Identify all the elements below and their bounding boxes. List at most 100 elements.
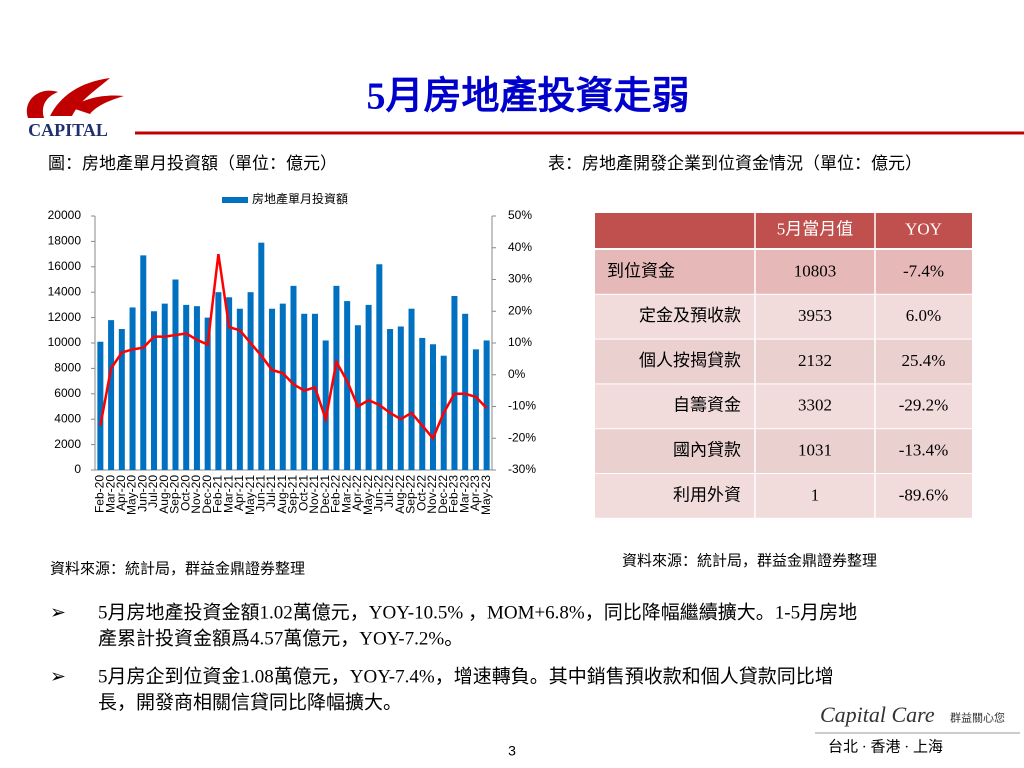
bullet-arrow: ➢ [50,666,66,687]
x-tick-label: Sep-21 [286,475,300,514]
x-tick-label: Sep-22 [404,475,418,514]
table-cell: 2132 [798,351,832,370]
x-tick-label: Oct-20 [178,475,192,511]
x-tick-label: Jun-20 [135,475,149,512]
bar [311,313,318,470]
x-tick-label: Jun-22 [372,475,386,512]
x-tick-label: Feb-20 [93,475,107,513]
bar [151,311,158,470]
y-tick-label: 10000 [48,335,82,349]
x-tick-label: May-20 [125,475,139,515]
bar [387,329,394,470]
row-bg [595,474,972,518]
x-tick-label: Nov-21 [307,475,321,514]
page-number: 3 [508,743,516,759]
bar [365,304,372,470]
bullet-arrow: ➢ [50,602,66,623]
row-label: 到位資金 [607,261,675,280]
table-cell: -13.4% [899,441,949,460]
y2-tick-label: -10% [508,399,536,413]
x-tick-label: Aug-21 [275,475,289,514]
header-bg [595,213,972,248]
x-tick-label: Nov-22 [425,475,439,514]
x-tick-label: Mar-20 [103,475,117,513]
x-tick-label: Aug-22 [393,475,407,514]
y-tick-label: 16000 [48,259,82,273]
bar [269,308,276,470]
bar [161,303,168,470]
y-tick-label: 2000 [54,437,81,451]
bar [193,306,200,470]
chart-caption: 圖：房地產單月投資額（單位：億元） [48,154,337,173]
x-tick-label: Apr-20 [114,475,128,511]
x-tick-label: Apr-23 [468,475,482,511]
table-cell: -29.2% [899,396,949,415]
bullet-text: 產累計投資金額爲4.57萬億元，YOY-7.2%。 [98,627,463,649]
bar [483,340,490,470]
table-cell: 3302 [798,396,832,415]
source: 資料來源：統計局，群益金鼎證券整理 [50,560,305,577]
x-tick-label: May-22 [361,475,375,515]
x-tick-label: Apr-21 [232,475,246,511]
header-cell: 5月當月值 [777,219,854,238]
table-cell: 3953 [798,306,832,325]
y-tick-label: 18000 [48,234,82,248]
y2-tick-label: 0% [508,367,526,381]
y-tick-label: 20000 [48,208,82,222]
x-tick-label: Feb-23 [447,475,461,513]
x-tick-label: Oct-21 [296,475,310,511]
row-label: 定金及預收款 [639,306,741,325]
slide-title: 5月房地產投資走弱 [366,75,689,118]
bar [462,313,469,470]
table-cell: 25.4% [902,351,946,370]
bar [279,303,286,470]
logo-text: CAPITAL [28,120,108,140]
bar [408,308,415,470]
x-tick-label: May-23 [479,475,493,515]
row-label: 自籌資金 [673,396,741,415]
x-tick-label: Mar-22 [339,475,353,513]
bar [247,292,254,470]
row-label: 利用外資 [673,485,741,504]
bar [290,285,297,470]
bar [376,264,383,470]
row-bg [595,339,972,384]
x-tick-label: Mar-21 [221,475,235,513]
row-label: 國內貸款 [673,441,741,460]
x-tick-label: Oct-22 [414,475,428,511]
table-cell: 1031 [798,441,832,460]
source: 資料來源：統計局，群益金鼎證券整理 [622,552,877,569]
x-tick-label: Aug-20 [157,475,171,514]
y2-tick-label: 30% [508,272,532,286]
x-tick-label: Jul-21 [264,475,278,508]
row-bg [595,294,972,339]
bar [451,296,458,470]
cities: 台北 · 香港 · 上海 [828,738,943,755]
y2-tick-label: 50% [508,208,532,222]
bar [108,320,115,470]
table-cell: 10803 [794,261,837,280]
x-tick-label: Dec-21 [318,475,332,514]
slogan: 群益關心您 [950,711,1005,725]
bar [236,308,243,470]
bullet-text: 5月房地產投資金額1.02萬億元，YOY-10.5% ，MOM+6.8%，同比降… [98,601,857,623]
header-cell: YOY [905,219,942,238]
table-cell: 1 [811,485,820,504]
chart: 0 2000 4000 6000 8000 10000 12000 14000 16000 180… [48,191,537,515]
table-cell: 6.0% [906,306,941,325]
bar [419,337,426,470]
table: 5月當月值 YOY 到位資金 10803 -7.4% 定金及預收款 3953 6.0% 個人按揭… [595,213,972,519]
bar [129,307,136,470]
bar [140,255,147,470]
row-bg [595,250,972,294]
x-tick-label: Apr-22 [350,475,364,511]
bar [226,297,233,470]
bullet-text: 5月房企到位資金1.08萬億元，YOY-7.4%，增速轉負。其中銷售預收款和個人… [98,665,834,687]
y-tick-label: 8000 [54,361,81,375]
bar [344,301,351,470]
table-cell: -89.6% [899,485,949,504]
y2-tick-label: 20% [508,303,532,317]
brand: Capital Care [820,702,935,727]
y-tick-label: 14000 [48,284,82,298]
